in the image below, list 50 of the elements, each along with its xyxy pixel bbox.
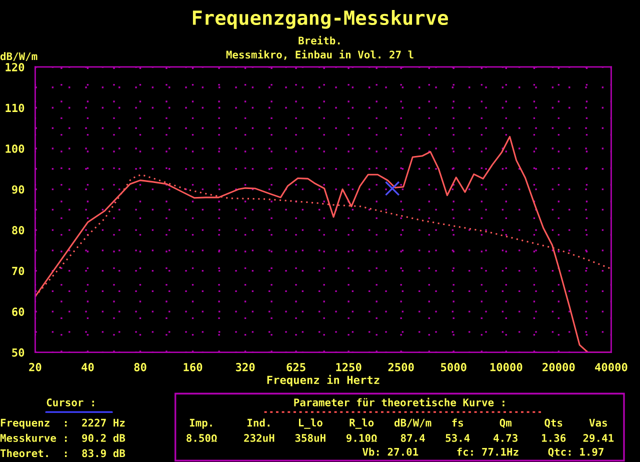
x-tick-label: 5000: [441, 362, 466, 372]
text: Ind.: [248, 418, 270, 427]
text: Imp.: [190, 418, 212, 429]
x-tick-label: 40000: [595, 362, 628, 372]
y-tick-label: 60: [12, 308, 24, 316]
y-tick-label: 50: [12, 348, 24, 357]
text: 53.4: [446, 434, 470, 442]
text: Frequenz : 2227 Hz: [0, 418, 125, 429]
x-tick-label: 320: [236, 362, 255, 372]
text: 358uH: [295, 434, 326, 442]
text: L_lo: [299, 418, 322, 429]
text: 29.41: [583, 434, 614, 442]
text: Parameter für theoretische Kurve :: [294, 398, 504, 406]
text: Qm: [500, 418, 512, 428]
text: fs: [452, 418, 464, 427]
x-tick-label: 10000: [490, 362, 522, 372]
y-tick-label: 120: [6, 62, 24, 72]
y-axis-title: dB/W/m: [0, 52, 38, 62]
text: Theoret. : 83.9 dB: [0, 449, 126, 458]
text: Messkurve : 90.2 dB: [0, 434, 126, 442]
x-tick-label: 160: [184, 362, 202, 372]
x-tick-label: 20: [29, 362, 42, 372]
text: 9.10Ω: [346, 434, 377, 442]
text: 232uH: [244, 434, 274, 442]
x-tick-label: 80: [134, 362, 146, 372]
x-tick-label: 2500: [388, 362, 414, 372]
y-tick-label: 100: [6, 144, 24, 153]
text: 4.73: [494, 434, 518, 442]
text: 87.4: [400, 434, 425, 442]
text: 8.50Ω: [186, 434, 217, 442]
chart-title: Frequenzgang-Messkurve: [192, 10, 448, 29]
y-tick-label: 70: [12, 266, 24, 276]
chart-subtitle: Breitb. Messmikro, Einbau in Vol. 27 l: [226, 36, 414, 60]
x-tick-label: 1250: [336, 362, 362, 372]
text: Qts: [544, 418, 562, 428]
text: Vas: [589, 418, 607, 427]
x-tick-label: 625: [286, 362, 306, 372]
y-tick-label: 110: [6, 104, 24, 112]
text: Cursor :: [46, 398, 94, 406]
y-tick-label: 90: [12, 185, 24, 194]
x-tick-label: 40: [82, 362, 94, 372]
text: fc: 77.1Hz: [457, 448, 518, 456]
y-tick-label: 80: [12, 226, 24, 234]
x-axis-title: Frequenz in Hertz: [267, 374, 380, 386]
text: Vb: 27.01: [362, 448, 418, 456]
text: R_lo: [350, 418, 374, 429]
text: dB/W/m: [394, 418, 432, 428]
x-tick-label: 20000: [542, 362, 575, 372]
text: Qtc: 1.97: [548, 448, 604, 458]
text: 1.36: [542, 434, 566, 442]
